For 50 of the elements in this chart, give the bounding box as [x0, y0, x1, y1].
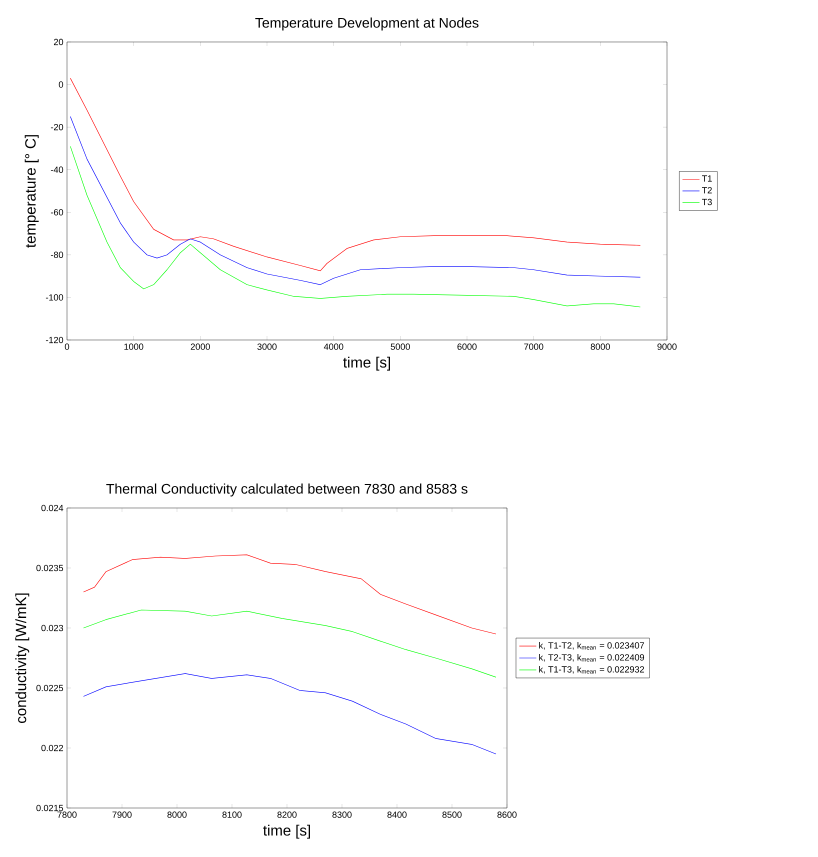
line-series — [83, 610, 496, 678]
x-tick-label: 7800 — [57, 812, 77, 818]
x-tick-label: 3000 — [257, 344, 277, 350]
line-series — [70, 116, 641, 285]
line-series — [70, 146, 641, 308]
legend-label: T1 — [702, 175, 712, 182]
x-tick-label: 9000 — [657, 344, 677, 350]
x-tick-label: 4000 — [324, 344, 344, 350]
y-tick-label: -40 — [50, 166, 64, 173]
x-tick-label: 5000 — [390, 344, 410, 350]
x-tick-label: 8300 — [332, 812, 352, 818]
legend-label: T3 — [702, 198, 712, 206]
chart-title: Thermal Conductivity calculated between 7830 and 8583 s — [106, 483, 468, 496]
x-tick-label: 8000 — [590, 344, 610, 350]
legend-label: k, T1-T2, k$_{mean}$ = 0.023407 — [539, 642, 644, 650]
y-tick-label: 0.0235 — [36, 564, 64, 572]
x-tick-label: 7900 — [112, 812, 132, 818]
y-axis-title: conductivity [W/mK] — [15, 593, 30, 723]
legend-label: k, T1-T3, k$_{mean}$ = 0.022932 — [539, 666, 644, 674]
x-tick-label: 8200 — [277, 812, 297, 818]
x-tick-label: 2000 — [190, 344, 210, 350]
x-tick-label: 8100 — [222, 812, 242, 818]
x-axis-title: time [s] — [263, 824, 310, 839]
x-tick-label: 0 — [64, 344, 70, 350]
x-tick-label: 8600 — [497, 812, 517, 818]
y-axis-title: temperature [° C] — [24, 135, 39, 248]
y-tick-label: 0.0215 — [36, 804, 64, 812]
y-tick-label: 20 — [54, 38, 64, 46]
y-tick-label: -60 — [50, 209, 64, 216]
x-tick-label: 8500 — [442, 812, 462, 818]
legend-label: T2 — [702, 187, 712, 194]
x-tick-label: 8400 — [387, 812, 407, 818]
x-tick-label: 1000 — [124, 344, 144, 350]
chart-title: Temperature Development at Nodes — [255, 17, 478, 30]
y-tick-label: -20 — [50, 124, 64, 130]
y-tick-label: 0.024 — [41, 504, 64, 512]
y-tick-label: -120 — [46, 336, 64, 344]
x-tick-label: 8000 — [167, 812, 187, 818]
y-tick-label: 0 — [58, 81, 64, 88]
y-tick-label: -100 — [46, 294, 64, 301]
y-tick-label: 0.0225 — [36, 684, 64, 692]
legend-label: k, T2-T3, k$_{mean}$ = 0.022409 — [539, 654, 644, 662]
x-tick-label: 6000 — [457, 344, 477, 350]
y-tick-label: 0.022 — [41, 744, 64, 752]
x-axis-title: time [s] — [343, 356, 390, 371]
line-series — [83, 554, 496, 634]
y-tick-label: 0.023 — [41, 624, 64, 632]
line-series — [83, 673, 496, 754]
y-tick-label: -80 — [50, 252, 64, 258]
x-tick-label: 7000 — [524, 344, 544, 350]
